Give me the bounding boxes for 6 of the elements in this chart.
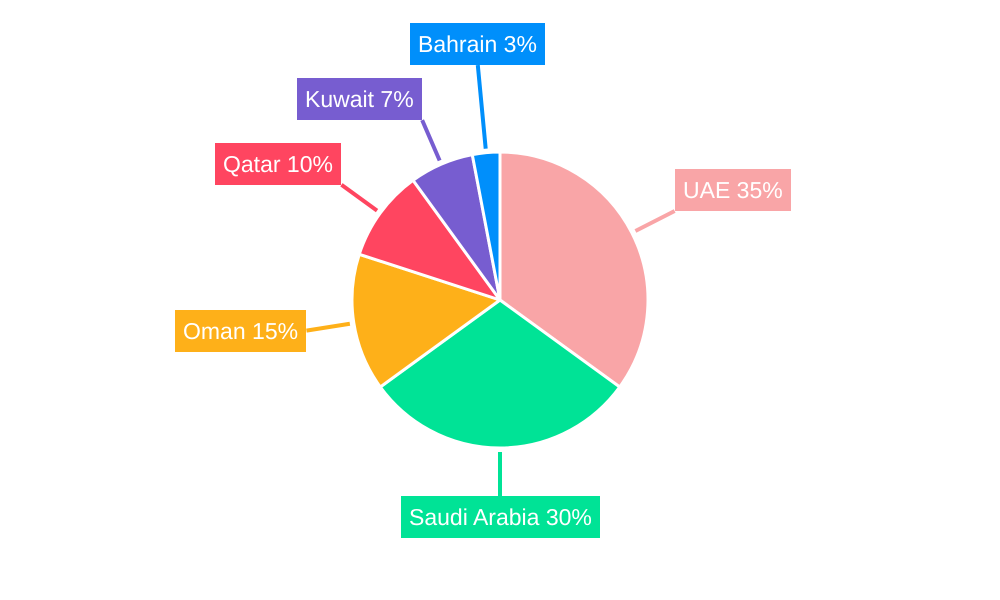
slice-label: Qatar 10% xyxy=(223,151,333,177)
slice-label: Saudi Arabia 30% xyxy=(409,504,592,530)
slice-label: Oman 15% xyxy=(183,318,298,344)
slice-label: UAE 35% xyxy=(683,177,783,203)
slice-label: Kuwait 7% xyxy=(305,86,414,112)
slice-label: Bahrain 3% xyxy=(418,31,537,57)
